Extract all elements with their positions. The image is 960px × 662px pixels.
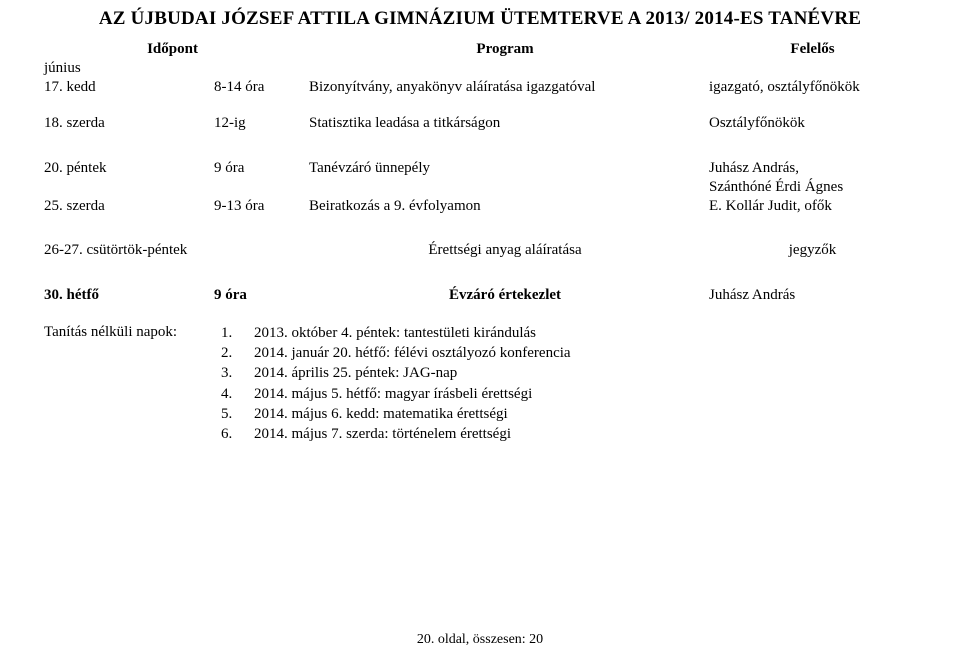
table-row: 18. szerda 12-ig Statisztika leadása a t… — [40, 114, 920, 133]
table-row-cont: Szánthóné Érdi Ágnes — [40, 178, 920, 197]
list-item: 2013. október 4. péntek: tantestületi ki… — [236, 323, 916, 343]
cell-time: 9-13 óra — [210, 197, 305, 216]
list-item: 2014. április 25. péntek: JAG-nap — [236, 363, 916, 383]
table-row: 20. péntek 9 óra Tanévzáró ünnepély Juhá… — [40, 159, 920, 178]
cell-day: 18. szerda — [40, 114, 210, 133]
list-item: 2014. május 6. kedd: matematika érettség… — [236, 404, 916, 424]
notes-row: Tanítás nélküli napok: 2013. október 4. … — [40, 323, 920, 445]
table-header-row: Időpont Program Felelős — [40, 40, 920, 59]
list-item: 2014. május 5. hétfő: magyar írásbeli ér… — [236, 384, 916, 404]
cell-resp: Juhász András, — [705, 159, 920, 178]
schedule-table: Időpont Program Felelős június 17. kedd … — [40, 40, 920, 444]
notes-list: 2013. október 4. péntek: tantestületi ki… — [214, 323, 916, 445]
cell-program: Tanévzáró ünnepély — [305, 159, 705, 178]
cell-program: Érettségi anyag aláíratása — [305, 241, 705, 260]
month-row: június — [40, 59, 920, 78]
cell-day: 17. kedd — [40, 78, 210, 97]
table-row: 17. kedd 8-14 óra Bizonyítvány, anyaköny… — [40, 78, 920, 97]
cell-day: 30. hétfő — [40, 286, 210, 305]
cell-program: Statisztika leadása a titkárságon — [305, 114, 705, 133]
notes-label: Tanítás nélküli napok: — [40, 323, 210, 445]
cell-time: 9 óra — [210, 286, 305, 305]
cell-time: 12-ig — [210, 114, 305, 133]
cell-time: 8-14 óra — [210, 78, 305, 97]
cell-resp: Osztályfőnökök — [705, 114, 920, 133]
cell-resp: E. Kollár Judit, ofők — [705, 197, 920, 216]
list-item: 2014. január 20. hétfő: félévi osztályoz… — [236, 343, 916, 363]
header-felelos: Felelős — [705, 40, 920, 59]
list-item: 2014. május 7. szerda: történelem éretts… — [236, 424, 916, 444]
cell-program: Évzáró értekezlet — [305, 286, 705, 305]
page-title: AZ ÚJBUDAI JÓZSEF ATTILA GIMNÁZIUM ÜTEMT… — [40, 8, 920, 30]
page-footer: 20. oldal, összesen: 20 — [0, 632, 960, 648]
cell-resp-line2: Szánthóné Érdi Ágnes — [705, 178, 920, 197]
cell-program: Beiratkozás a 9. évfolyamon — [305, 197, 705, 216]
month-label: június — [40, 59, 210, 78]
cell-day: 20. péntek — [40, 159, 210, 178]
table-row: 25. szerda 9-13 óra Beiratkozás a 9. évf… — [40, 197, 920, 216]
cell-resp: igazgató, osztályfőnökök — [705, 78, 920, 97]
cell-program: Bizonyítvány, anyakönyv aláíratása igazg… — [305, 78, 705, 97]
cell-resp: jegyzők — [705, 241, 920, 260]
table-row: 30. hétfő 9 óra Évzáró értekezlet Juhász… — [40, 286, 920, 305]
header-idopont: Időpont — [40, 40, 305, 59]
notes-cell: 2013. október 4. péntek: tantestületi ki… — [210, 323, 920, 445]
header-program: Program — [305, 40, 705, 59]
table-row: 26-27. csütörtök-péntek Érettségi anyag … — [40, 241, 920, 260]
cell-resp: Juhász András — [705, 286, 920, 305]
cell-day: 26-27. csütörtök-péntek — [40, 241, 305, 260]
cell-day: 25. szerda — [40, 197, 210, 216]
page: AZ ÚJBUDAI JÓZSEF ATTILA GIMNÁZIUM ÜTEMT… — [0, 0, 960, 662]
cell-time: 9 óra — [210, 159, 305, 178]
